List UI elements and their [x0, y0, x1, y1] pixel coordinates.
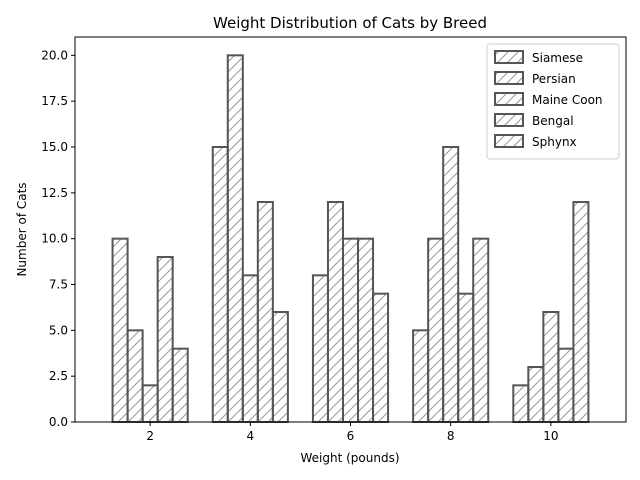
- legend-swatch-siamese: [494, 50, 524, 64]
- x-axis-title: Weight (pounds): [300, 451, 399, 465]
- bar-persian-2: [126, 329, 144, 423]
- bar-sphynx-2: [171, 347, 189, 424]
- y-tick-label: 15.0: [41, 140, 68, 154]
- bar-persian-8: [427, 237, 445, 423]
- bar-siamese-10: [512, 384, 530, 423]
- legend-label-persian: Persian: [532, 72, 576, 86]
- y-tick-label: 12.5: [41, 186, 68, 200]
- bar-sphynx-8: [472, 237, 490, 423]
- legend: Siamese Persian Maine Coon Bengal Sphynx: [486, 43, 620, 160]
- x-axis: 2 4 6 8 10: [146, 422, 559, 443]
- bar-persian-6: [326, 201, 344, 423]
- bar-bengal-10: [557, 347, 575, 424]
- x-tick-label: 10: [543, 429, 558, 443]
- bar-persian-10: [527, 366, 545, 423]
- bar-siamese-6: [311, 274, 329, 423]
- y-axis: 0.0 2.5 5.0 7.5 10.0 12.5 15.0 17.5 20.0: [41, 48, 75, 429]
- y-axis-title: Number of Cats: [15, 182, 29, 276]
- y-tick-label: 2.5: [49, 369, 68, 383]
- x-tick-label: 8: [447, 429, 455, 443]
- legend-swatch-maine-coon: [494, 92, 524, 106]
- bar-bengal-2: [156, 256, 174, 423]
- bar-sphynx-10: [572, 201, 590, 423]
- bar-bengal-4: [256, 201, 274, 423]
- y-tick-label: 5.0: [49, 323, 68, 337]
- legend-swatch-persian: [494, 71, 524, 85]
- bar-bengal-8: [457, 292, 475, 424]
- bar-maine-coon-8: [442, 146, 460, 423]
- y-tick-label: 7.5: [49, 278, 68, 292]
- bar-siamese-8: [412, 329, 430, 423]
- x-tick-label: 6: [347, 429, 355, 443]
- legend-label-sphynx: Sphynx: [532, 135, 577, 149]
- legend-label-maine-coon: Maine Coon: [532, 93, 603, 107]
- bar-maine-coon-4: [241, 274, 259, 423]
- bar-sphynx-6: [372, 292, 390, 424]
- y-tick-label: 17.5: [41, 94, 68, 108]
- bar-maine-coon-10: [542, 311, 560, 423]
- bar-maine-coon-6: [341, 237, 360, 423]
- x-tick-label: 4: [246, 429, 254, 443]
- bar-siamese-4: [211, 146, 229, 423]
- bar-maine-coon-2: [141, 384, 159, 423]
- bar-bengal-6: [357, 237, 375, 423]
- bar-persian-4: [226, 54, 244, 424]
- x-tick-label: 2: [146, 429, 154, 443]
- chart-title: Weight Distribution of Cats by Breed: [213, 14, 487, 32]
- legend-swatch-bengal: [494, 113, 524, 127]
- bar-sphynx-4: [271, 311, 289, 423]
- y-tick-label: 0.0: [49, 415, 68, 429]
- legend-swatch-sphynx: [494, 134, 524, 148]
- y-tick-label: 20.0: [41, 48, 68, 62]
- legend-label-siamese: Siamese: [532, 51, 583, 65]
- legend-label-bengal: Bengal: [532, 114, 574, 128]
- y-tick-label: 10.0: [41, 232, 68, 246]
- bar-siamese-2: [111, 237, 129, 423]
